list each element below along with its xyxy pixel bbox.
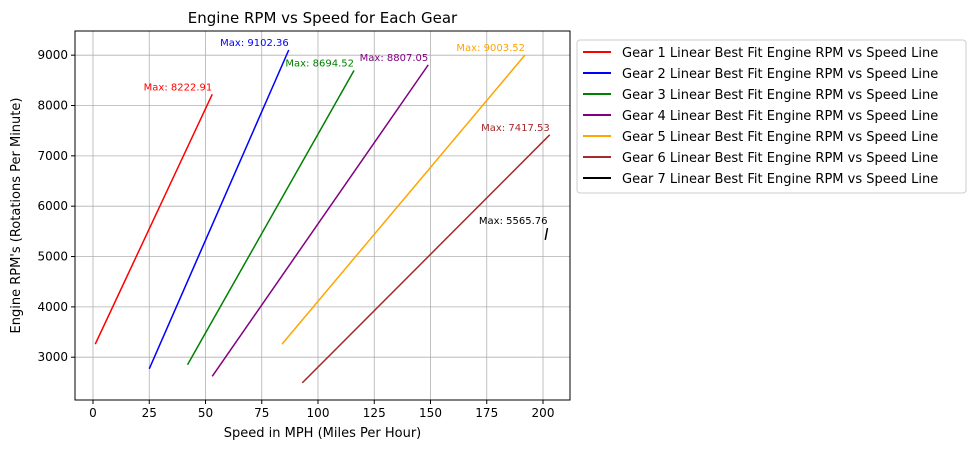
series-line-gear-4 — [211, 64, 429, 377]
x-tick-label: 75 — [254, 406, 269, 420]
x-tick-label: 25 — [142, 406, 157, 420]
max-annotation-gear-4: Max: 8807.05 — [360, 53, 429, 64]
chart-title: Engine RPM vs Speed for Each Gear — [188, 9, 458, 27]
series-line-gear-3 — [186, 70, 355, 366]
x-axis-label: Speed in MPH (Miles Per Hour) — [224, 426, 421, 441]
x-tick-label: 200 — [532, 406, 555, 420]
x-tick-label: 0 — [89, 406, 97, 420]
y-tick-label: 5000 — [37, 250, 68, 264]
y-tick-label: 7000 — [37, 149, 68, 163]
series-line-gear-6 — [301, 134, 551, 384]
max-annotation-gear-3: Max: 8694.52 — [285, 59, 354, 70]
legend-label-gear-7: Gear 7 Linear Best Fit Engine RPM vs Spe… — [622, 172, 938, 187]
grid — [75, 31, 570, 400]
series-line-gear-2 — [148, 49, 290, 370]
x-tick-label: 150 — [419, 406, 442, 420]
y-tick-label: 9000 — [37, 48, 68, 62]
legend-label-gear-1: Gear 1 Linear Best Fit Engine RPM vs Spe… — [622, 46, 938, 61]
legend-frame — [576, 39, 967, 194]
max-annotation-gear-5: Max: 9003.52 — [456, 43, 525, 54]
max-annotation-gear-7: Max: 5565.76 — [479, 216, 548, 227]
max-annotation-gear-1: Max: 8222.91 — [144, 82, 213, 93]
x-tick-label: 125 — [363, 406, 386, 420]
y-axis-label: Engine RPM's (Rotations Per Minute) — [9, 98, 24, 334]
max-annotations: Max: 8222.91 Max: 9102.36 Max: 8694.52 Max:… — [144, 38, 550, 227]
x-tick-label: 175 — [475, 406, 498, 420]
legend-label-gear-6: Gear 6 Linear Best Fit Engine RPM vs Spe… — [622, 151, 938, 166]
y-tick-label: 8000 — [37, 99, 68, 113]
y-tick-label: 3000 — [37, 350, 68, 364]
legend-label-gear-2: Gear 2 Linear Best Fit Engine RPM vs Spe… — [622, 67, 938, 82]
series-line-gear-7 — [544, 227, 549, 241]
legend: Gear 1 Linear Best Fit Engine RPM vs Spe… — [576, 39, 967, 194]
x-tick-label: 100 — [307, 406, 330, 420]
series-lines — [94, 49, 551, 384]
x-tick-label: 50 — [198, 406, 213, 420]
axis-ticks: 0 25 50 75 100 125 150 175 200 3000 4000 5000 6000 70… — [37, 48, 554, 420]
y-tick-label: 4000 — [37, 300, 68, 314]
max-annotation-gear-6: Max: 7417.53 — [481, 123, 550, 134]
legend-label-gear-4: Gear 4 Linear Best Fit Engine RPM vs Spe… — [622, 109, 938, 124]
max-annotation-gear-2: Max: 9102.36 — [220, 38, 289, 49]
legend-label-gear-5: Gear 5 Linear Best Fit Engine RPM vs Spe… — [622, 130, 938, 145]
series-line-gear-1 — [94, 93, 213, 345]
series-line-gear-5 — [281, 54, 526, 345]
legend-label-gear-3: Gear 3 Linear Best Fit Engine RPM vs Spe… — [622, 88, 938, 103]
y-tick-label: 6000 — [37, 199, 68, 213]
plot-frame — [74, 30, 571, 401]
